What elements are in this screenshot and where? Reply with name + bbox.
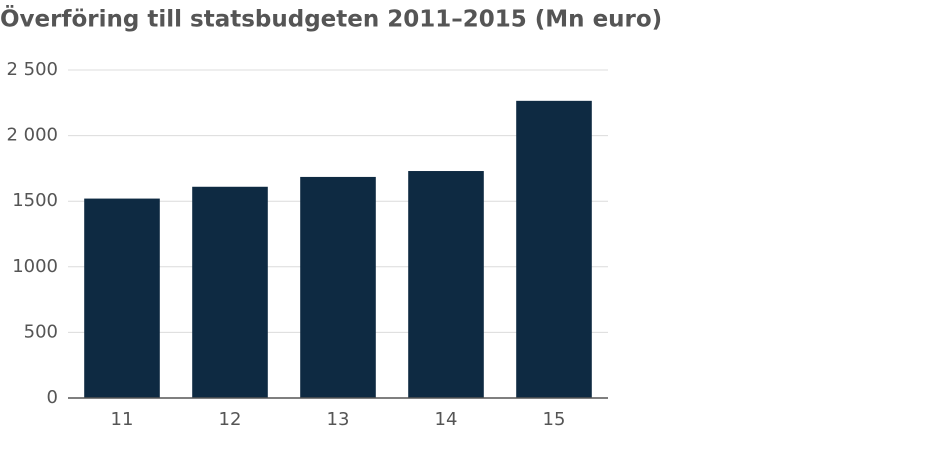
x-tick-label: 13 <box>327 409 350 430</box>
y-tick-label: 0 <box>47 387 58 408</box>
chart-title: Överföring till statsbudgeten 2011–2015 … <box>0 5 662 33</box>
bar <box>192 186 268 398</box>
x-tick-label: 11 <box>111 409 134 430</box>
y-tick-label: 2 000 <box>6 125 58 146</box>
y-tick-label: 1000 <box>12 256 58 277</box>
y-tick-label: 2 500 <box>6 59 58 80</box>
x-tick-label: 15 <box>543 409 566 430</box>
x-tick-label: 14 <box>435 409 458 430</box>
bar <box>300 176 376 398</box>
bar <box>516 100 592 398</box>
y-tick-label: 1500 <box>12 190 58 211</box>
x-tick-label: 12 <box>219 409 242 430</box>
y-tick-label: 500 <box>24 321 58 342</box>
bar <box>84 198 160 398</box>
bar <box>408 171 484 398</box>
